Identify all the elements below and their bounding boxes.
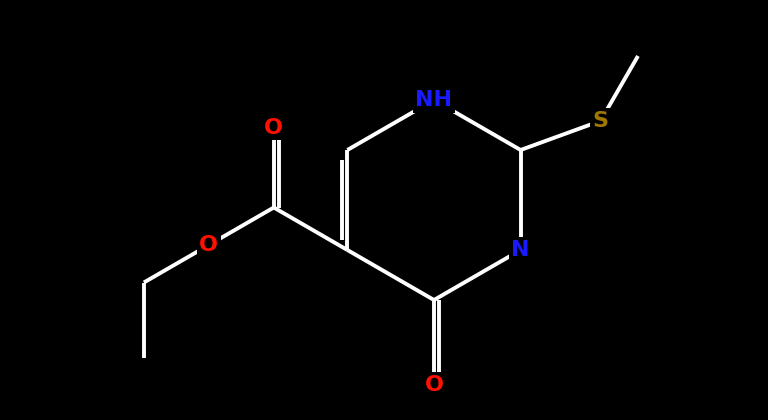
- Text: O: O: [200, 235, 218, 255]
- Text: O: O: [264, 118, 283, 137]
- Text: O: O: [425, 375, 443, 395]
- Text: S: S: [592, 111, 608, 131]
- Text: N: N: [511, 240, 530, 260]
- Text: NH: NH: [415, 90, 452, 110]
